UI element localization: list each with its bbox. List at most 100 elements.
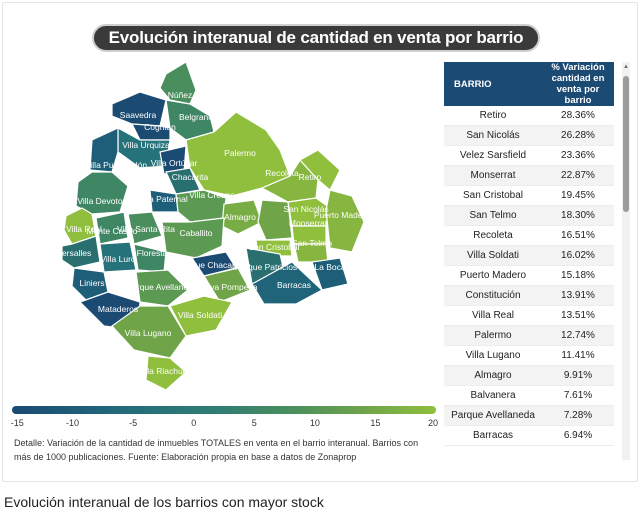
cell-barrio: Retiro — [444, 106, 542, 126]
table-row: San Cristobal 19.45% — [444, 185, 614, 206]
region-villa-lugano[interactable] — [111, 305, 187, 359]
cell-barrio: Villa Lugano — [444, 345, 542, 366]
cell-variation: 15.18% — [542, 265, 614, 286]
table-row: Recoleta 16.51% — [444, 225, 614, 246]
cell-variation: 18.30% — [542, 205, 614, 226]
cell-barrio: Monserrat — [444, 165, 542, 186]
label-villa-pueyrredon: Villa Pueyrredón — [85, 160, 147, 170]
table-row: Barracas 6.94% — [444, 425, 614, 446]
table-row: Constitución 13.91% — [444, 285, 614, 306]
label-caballito: Caballito — [179, 228, 212, 238]
table-row: Villa Soldati 16.02% — [444, 245, 614, 266]
cell-barrio: Villa Soldati — [444, 245, 542, 266]
label-saavedra: Saavedra — [120, 110, 157, 120]
table-row: San Telmo 18.30% — [444, 205, 614, 226]
label-villa-devoto: Villa Devoto — [77, 196, 122, 206]
label-parque-patricios: Parque Patricios — [235, 262, 297, 272]
region-saavedra[interactable] — [111, 91, 167, 127]
cell-barrio: Villa Real — [444, 305, 542, 326]
cell-barrio: Palermo — [444, 325, 542, 346]
label-belgrano: Belgrano — [179, 112, 213, 122]
cell-barrio: Balvanera — [444, 385, 542, 406]
region-la-boca[interactable] — [311, 257, 349, 291]
label-recoleta: Recoleta — [265, 168, 299, 178]
cell-variation: 23.36% — [542, 145, 614, 166]
cell-barrio: Puerto Madero — [444, 265, 542, 286]
cell-variation: 13.91% — [542, 285, 614, 306]
cell-variation: 22.87% — [542, 165, 614, 186]
table-scrollbar[interactable] — [622, 62, 630, 460]
label-paternal: La Paternal — [144, 194, 188, 204]
scale-tick-label: 5 — [251, 418, 257, 428]
label-barracas: Barracas — [277, 280, 311, 290]
source-note: Detalle: Variación de la cantidad de inm… — [14, 438, 419, 462]
cell-barrio: San Cristobal — [444, 185, 542, 206]
table-row: Monserrat 22.87% — [444, 165, 614, 186]
region-villa-riachuelo[interactable] — [145, 355, 187, 391]
map-labels: Núñez Saavedra Belgrano Coghlan Villa Ur… — [57, 90, 371, 376]
region-retiro[interactable] — [299, 149, 341, 191]
label-san-nicolas: San Nicolás — [283, 204, 328, 214]
cell-variation: 16.51% — [542, 225, 614, 246]
label-san-cristobal: San Cristobal — [248, 242, 299, 252]
cell-variation: 7.28% — [542, 405, 614, 426]
scale-tick-label: 10 — [309, 418, 320, 428]
table-row: Velez Sarsfield 23.36% — [444, 145, 614, 166]
cell-variation: 7.61% — [542, 385, 614, 406]
table-row: Balvanera 7.61% — [444, 385, 614, 406]
label-mataderos: Mataderos — [98, 304, 138, 314]
label-villa-luro: Villa Luro — [100, 254, 136, 264]
figure-caption: Evolución interanual de los barrios con … — [4, 494, 324, 510]
cell-barrio: Recoleta — [444, 225, 542, 246]
label-monserrat: Monserrat — [289, 218, 328, 228]
table-row: Palermo 12.74% — [444, 325, 614, 346]
table-header-row: BARRIO % Variación cantidad en venta por… — [444, 62, 614, 106]
cell-barrio: Parque Avellaneda — [444, 405, 542, 426]
region-coghlan[interactable] — [130, 123, 171, 141]
scale-tick-label: 15 — [370, 418, 381, 428]
region-puerto-madero[interactable] — [325, 189, 365, 253]
region-villa-devoto[interactable] — [75, 171, 129, 215]
region-villa-santa-rita[interactable] — [127, 211, 163, 245]
region-versalles[interactable] — [61, 235, 101, 269]
color-scale-bar — [12, 406, 436, 414]
region-nueva-pompeya[interactable] — [203, 267, 251, 303]
cell-variation: 12.74% — [542, 325, 614, 346]
region-parque-avellaneda[interactable] — [135, 269, 189, 307]
scale-tick-label: -5 — [129, 418, 138, 428]
table-row: San Nicolás 26.28% — [444, 125, 614, 146]
label-parque-avellaneda: Parque Avellaneda — [126, 282, 197, 292]
map-region-outline — [61, 61, 365, 391]
chart-title: Evolución interanual de cantidad en vent… — [92, 24, 540, 52]
cell-variation: 13.51% — [542, 305, 614, 326]
table-row: Almagro 9.91% — [444, 365, 614, 386]
scale-tick-label: 20 — [427, 418, 439, 428]
label-san-telmo: San Telmo — [292, 238, 332, 248]
label-villa-soldati: Villa Soldati — [178, 310, 222, 320]
label-villa-ortuzar: Villa Ortúzar — [151, 158, 198, 168]
label-liniers: Liniers — [79, 278, 104, 288]
region-villa-pueyrredon[interactable] — [89, 127, 119, 173]
variation-table-container[interactable]: BARRIO % Variación cantidad en venta por… — [444, 62, 622, 460]
table-scrollbar-thumb[interactable] — [623, 76, 629, 212]
region-villa-luro[interactable] — [99, 241, 137, 273]
neighborhood-map: Núñez Saavedra Belgrano Coghlan Villa Ur… — [57, 61, 371, 391]
region-balvanera[interactable] — [257, 199, 293, 241]
label-almagro: Almagro — [224, 212, 256, 222]
region-monte-castro[interactable] — [95, 211, 129, 245]
label-la-boca: La Boca — [314, 262, 345, 272]
region-barracas[interactable] — [251, 261, 324, 305]
label-villa-santa-rita: Villa Santa Rita — [117, 224, 175, 234]
table-row: Villa Real 13.51% — [444, 305, 614, 326]
label-coghlan: Coghlan — [144, 122, 176, 132]
label-villa-riachuelo: Villa Riachuelo — [138, 366, 194, 376]
label-versalles: Versalles — [57, 248, 92, 258]
cell-barrio: Almagro — [444, 365, 542, 386]
label-villa-crespo: Villa Crespo — [189, 190, 235, 200]
color-scale-ticks: -15 -10 -5 0 5 10 15 20 — [11, 418, 439, 430]
label-nunez: Núñez — [168, 90, 193, 100]
table-row: Villa Lugano 11.41% — [444, 345, 614, 366]
cell-barrio: San Telmo — [444, 205, 542, 226]
scroll-up-arrow-icon[interactable]: ▲ — [623, 64, 629, 70]
label-chacarita: Chacarita — [172, 172, 209, 182]
